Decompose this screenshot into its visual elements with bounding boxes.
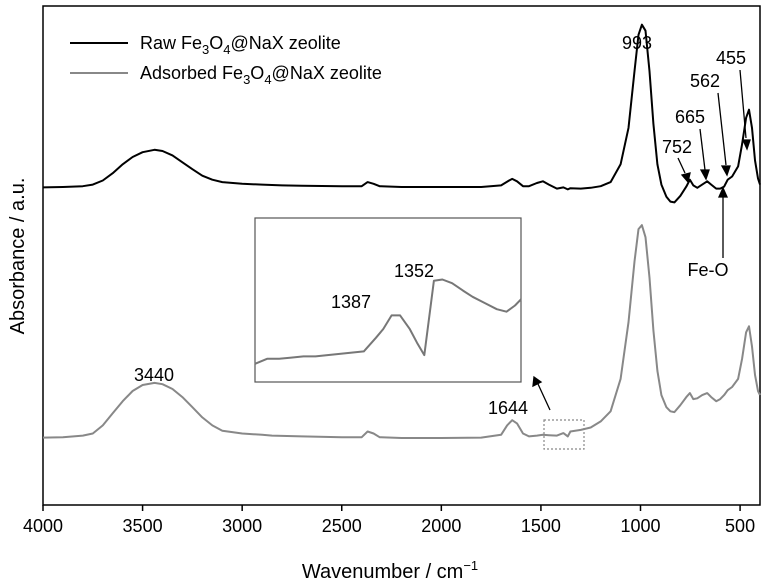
annotation-752: 752: [662, 137, 692, 157]
annotation-1644: 1644: [488, 398, 528, 418]
x-tick-label-500: 500: [725, 516, 755, 536]
inset-label-1387: 1387: [331, 292, 371, 312]
arrowhead-562: [720, 165, 731, 177]
series-raw-line: [42, 23, 761, 204]
annotation-993: 993: [622, 33, 652, 53]
inset-line: [254, 278, 522, 365]
arrow-665: [699, 128, 706, 171]
legend-label-raw: Raw Fe3O4@NaX zeolite: [140, 33, 341, 57]
x-tick-label-1000: 1000: [620, 516, 660, 536]
annotation-455: 455: [716, 48, 746, 68]
inset-label-1352: 1352: [394, 261, 434, 281]
y-axis-label: Absorbance / a.u.: [7, 178, 29, 335]
annotation-665: 665: [675, 107, 705, 127]
annotation-562: 562: [690, 71, 720, 91]
annotation-fe-o: Fe-O: [687, 260, 728, 280]
x-tick-label-2500: 2500: [322, 516, 362, 536]
inset: 1387 1352: [254, 217, 522, 383]
plot-frame: [42, 5, 761, 506]
x-tick-label-3000: 3000: [222, 516, 262, 536]
annotations: 993 455 562 665 752 Fe-O 3440 1644: [134, 33, 751, 418]
x-tick-label-1500: 1500: [521, 516, 561, 536]
arrow-752: [677, 157, 686, 174]
zoom-region-box: [543, 419, 585, 450]
x-axis-ticks: 4000 3500 3000 2500 2000 1500 1000 500: [23, 505, 755, 536]
arrow-inset: [537, 383, 551, 411]
annotation-3440: 3440: [134, 365, 174, 385]
legend-label-adsorbed: Adsorbed Fe3O4@NaX zeolite: [140, 63, 382, 87]
arrowhead-inset: [532, 375, 543, 388]
arrow-455: [739, 69, 747, 139]
series-adsorbed-line: [42, 224, 761, 439]
arrow-562: [717, 92, 727, 166]
x-tick-label-2000: 2000: [421, 516, 461, 536]
arrowhead-752: [680, 172, 691, 184]
x-axis-label-superscript: −1: [463, 558, 478, 573]
arrowhead-fe-o: [717, 186, 729, 198]
x-axis-label: Wavenumber / cm−1: [302, 558, 478, 583]
x-tick-label-3500: 3500: [123, 516, 163, 536]
arrowhead-665: [699, 169, 710, 181]
arrowhead-455: [741, 139, 751, 151]
legend: Raw Fe3O4@NaX zeolite Adsorbed Fe3O4@NaX…: [70, 33, 382, 87]
x-tick-label-4000: 4000: [23, 516, 63, 536]
